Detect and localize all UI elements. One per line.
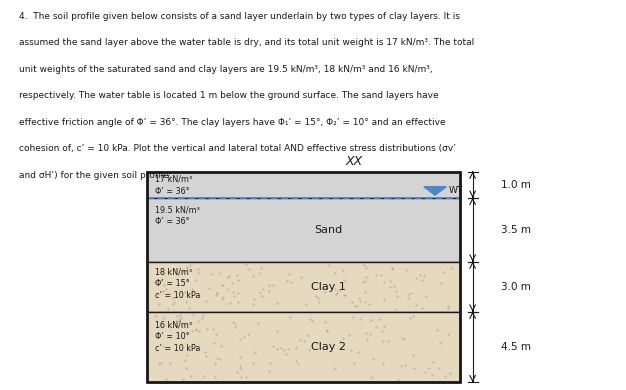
Bar	[147, 312, 460, 382]
Text: 4.  The soil profile given below consists of a sand layer underlain by two types: 4. The soil profile given below consists…	[19, 12, 459, 21]
Text: 3.0 m: 3.0 m	[501, 282, 531, 292]
Text: assumed the sand layer above the water table is dry, and its total unit weight i: assumed the sand layer above the water t…	[19, 38, 474, 47]
Text: unit weights of the saturated sand and clay layers are 19.5 kN/m³, 18 kN/m³ and : unit weights of the saturated sand and c…	[19, 65, 433, 74]
Text: 16 kN/m³
Φ’ = 10°
c’ = 10 kPa: 16 kN/m³ Φ’ = 10° c’ = 10 kPa	[155, 320, 200, 353]
Bar	[147, 262, 460, 312]
Bar	[147, 172, 460, 382]
Text: WT: WT	[449, 186, 463, 195]
Text: 4.5 m: 4.5 m	[501, 342, 531, 352]
Bar	[147, 198, 460, 262]
Text: XX: XX	[345, 155, 362, 168]
Text: Clay 1: Clay 1	[311, 282, 346, 292]
Text: cohesion of, c’ = 10 kPa. Plot the vertical and lateral total AND effective stre: cohesion of, c’ = 10 kPa. Plot the verti…	[19, 144, 456, 153]
Text: respectively. The water table is located 1 m below the ground surface. The sand : respectively. The water table is located…	[19, 91, 438, 100]
Text: effective friction angle of Φ’ = 36°. The clay layers have Φ₁’ = 15°, Φ₂’ = 10° : effective friction angle of Φ’ = 36°. Th…	[19, 118, 446, 127]
Polygon shape	[424, 187, 446, 195]
Bar	[147, 172, 460, 198]
Text: Clay 2: Clay 2	[311, 342, 346, 352]
Text: and σH’) for the given soil profile.: and σH’) for the given soil profile.	[19, 171, 172, 180]
Text: Sand: Sand	[314, 225, 343, 235]
Text: 17 kN/m³
Φ’ = 36°: 17 kN/m³ Φ’ = 36°	[155, 175, 192, 195]
Text: 1.0 m: 1.0 m	[501, 180, 531, 190]
Text: 19.5 kN/m³
Φ’ = 36°: 19.5 kN/m³ Φ’ = 36°	[155, 206, 200, 226]
Text: 3.5 m: 3.5 m	[501, 225, 531, 235]
Text: 18 kN/m³
Φ’ = 15°
c’ = 10 kPa: 18 kN/m³ Φ’ = 15° c’ = 10 kPa	[155, 268, 200, 300]
